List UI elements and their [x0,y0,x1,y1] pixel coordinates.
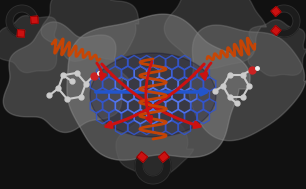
Polygon shape [67,14,250,160]
Polygon shape [271,6,281,16]
Polygon shape [164,0,267,69]
Polygon shape [31,16,38,24]
Ellipse shape [90,53,216,137]
Polygon shape [271,26,281,36]
Polygon shape [248,20,306,76]
Polygon shape [274,5,300,37]
Polygon shape [17,30,25,37]
Polygon shape [116,121,194,182]
Polygon shape [189,25,306,141]
Polygon shape [159,152,169,162]
Polygon shape [135,154,171,184]
Polygon shape [41,0,139,61]
Polygon shape [0,16,63,73]
Polygon shape [3,22,129,132]
Polygon shape [137,152,147,162]
Polygon shape [6,5,38,37]
